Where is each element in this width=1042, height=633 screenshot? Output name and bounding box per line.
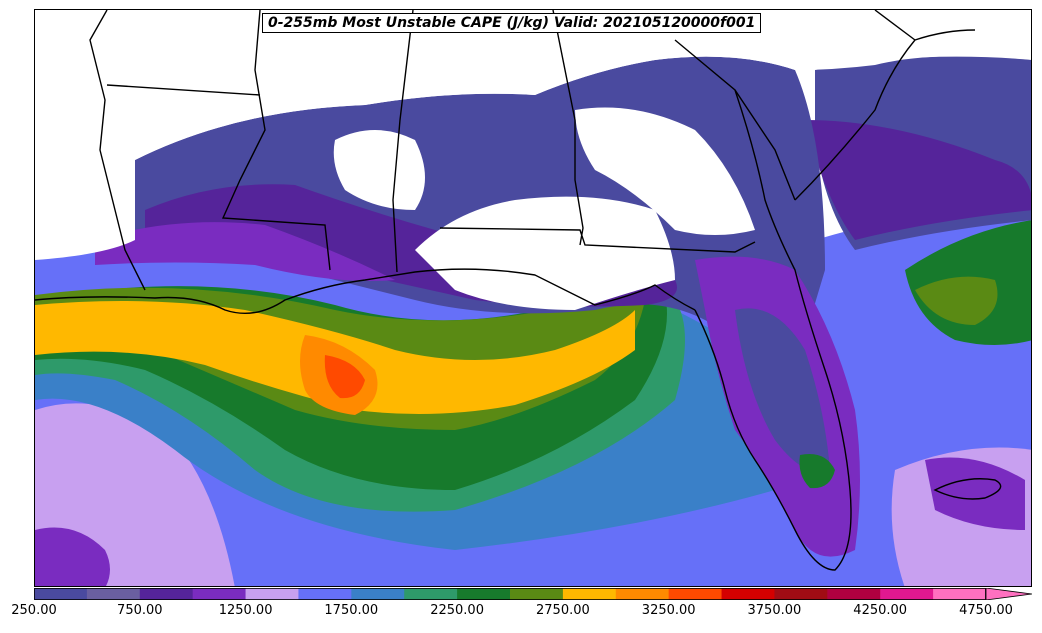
- colorbar-segment: [933, 588, 987, 600]
- colorbar-segment: [139, 588, 194, 600]
- map-panel: [34, 9, 1032, 587]
- colorbar-tick-label: 1250.00: [218, 603, 273, 618]
- cape-field-florida-inner: [735, 308, 830, 472]
- cape-field-atlantic-purple-se: [925, 457, 1025, 530]
- colorbar-tick-label: 4250.00: [853, 603, 908, 618]
- colorbar-segment: [510, 588, 564, 600]
- map-title: 0-255mb Most Unstable CAPE (J/kg) Valid:…: [262, 13, 762, 33]
- colorbar-segment: [774, 588, 828, 600]
- colorbar-segment: [351, 588, 405, 600]
- colorbar-segment: [827, 588, 881, 600]
- colorbar-segment: [34, 588, 88, 600]
- cape-field-north-lavender: [95, 222, 395, 281]
- colorbar-tick-label: 2250.00: [430, 603, 484, 618]
- boundary-north-carolina: [874, 10, 916, 41]
- boundary-gulf-coast: [35, 268, 696, 315]
- colorbar-segment: [404, 588, 458, 600]
- cape-field-atlantic-olive: [915, 276, 998, 325]
- boundary-atlantic-coast: [794, 29, 976, 201]
- boundary-arkansas-line: [106, 84, 261, 96]
- boundary-louisiana-mississippi: [221, 10, 331, 271]
- colorbar-segment: [668, 588, 723, 600]
- boundary-florida-panhandle: [439, 227, 756, 253]
- colorbar-segment: [86, 588, 141, 600]
- colorbar-tick-label: 3750.00: [747, 603, 802, 618]
- state-boundaries: [35, 10, 1002, 571]
- colorbar-segment: [457, 588, 511, 600]
- colorbar-tick-label: 4750.00: [959, 603, 1013, 618]
- cape-field-florida-green: [799, 454, 835, 489]
- cape-zero-area-west: [35, 160, 135, 260]
- colorbar-tick-label: 3250.00: [641, 603, 696, 618]
- boundary-texas-louisiana: [89, 10, 146, 291]
- cape-zero-area-northwest: [35, 10, 1031, 210]
- colorbar-tick-label: 250.00: [11, 603, 57, 618]
- cape-field-red-core: [324, 355, 365, 399]
- colorbar-segment: [192, 588, 247, 600]
- colorbar-segment: [245, 588, 299, 600]
- cape-zero-area-alabama: [415, 196, 675, 310]
- cape-field-purple-sw: [35, 527, 110, 586]
- colorbar: [34, 588, 1032, 600]
- boundary-georgia-south-carolina: [674, 39, 796, 201]
- boundary-alabama-georgia: [552, 10, 584, 246]
- cape-zero-area-mississippi: [333, 130, 425, 210]
- boundary-bahamas: [933, 478, 1002, 500]
- boundary-florida-coast: [694, 89, 852, 571]
- colorbar-outline: [34, 588, 986, 600]
- colorbar-tick-labels: 250.00 750.00 1250.00 1750.00 2250.00 2750.00…: [0, 603, 1042, 623]
- colorbar-segment: [298, 588, 352, 600]
- colorbar-segment: [721, 588, 775, 600]
- colorbar-tick-label: 750.00: [117, 603, 163, 618]
- cape-map: [35, 10, 1031, 586]
- colorbar-segment: [880, 588, 934, 600]
- colorbar-tick-label: 1750.00: [324, 603, 379, 618]
- boundary-mississippi-alabama: [392, 10, 414, 273]
- cape-zero-area-georgia: [575, 107, 755, 235]
- colorbar-segment: [615, 588, 670, 600]
- colorbar-segment: [562, 588, 617, 600]
- colorbar-tick-label: 2750.00: [536, 603, 590, 618]
- cape-field-atlantic-violet: [805, 120, 1031, 240]
- colorbar-extend-arrow: [985, 588, 1032, 600]
